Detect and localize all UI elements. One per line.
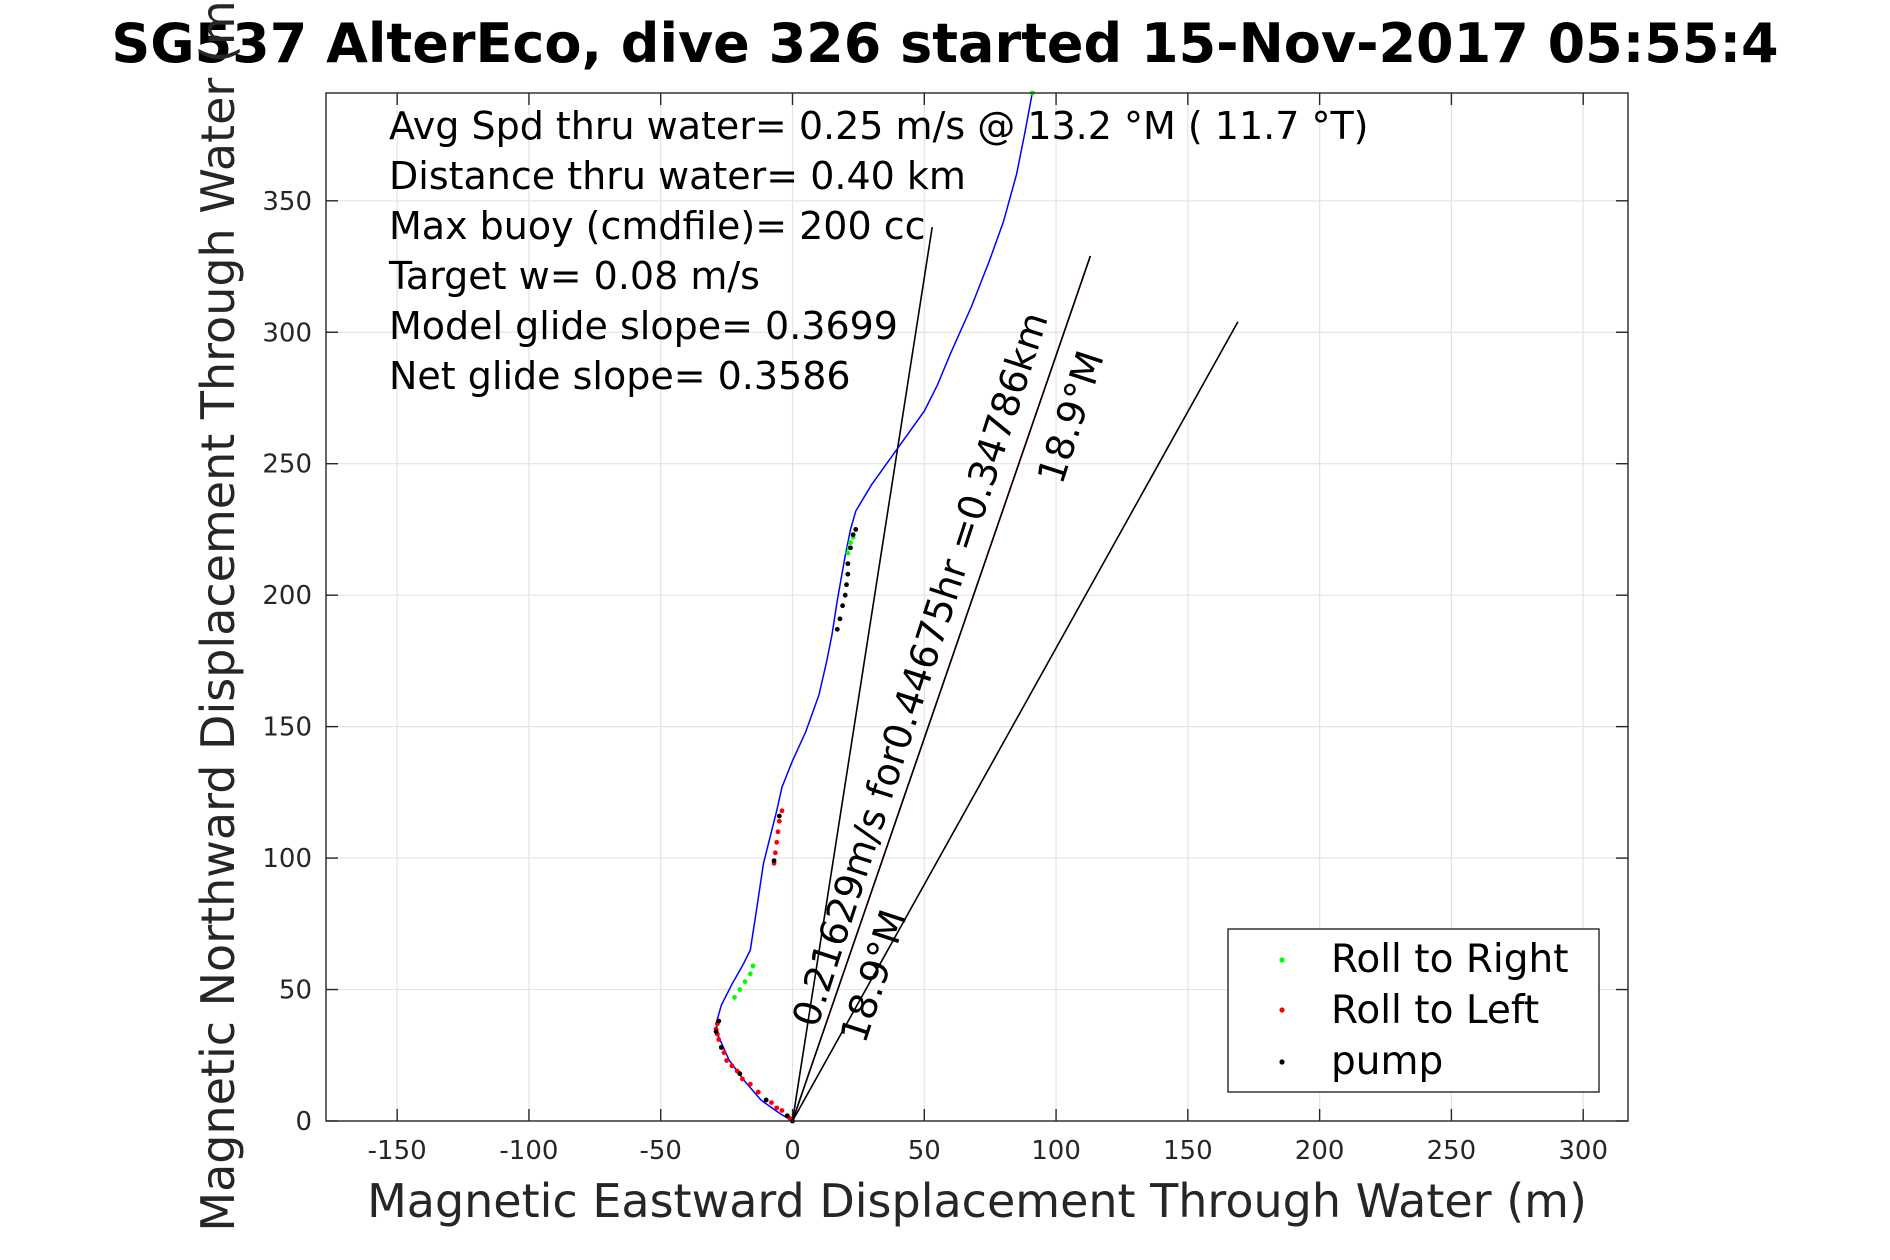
y-tick-label: 350: [262, 187, 312, 217]
x-tick-label: -150: [368, 1136, 427, 1166]
legend: Roll to Right Roll to Left pump: [1227, 928, 1600, 1093]
chart-title: SG537 AlterEco, dive 326 started 15-Nov-…: [111, 12, 1778, 75]
point-roll-to-left: [729, 1063, 735, 1069]
point-pump: [713, 1029, 719, 1035]
annotation-line: Net glide slope= 0.3586: [389, 354, 851, 398]
point-pump: [848, 545, 853, 551]
point-roll-to-right: [848, 540, 853, 545]
point-roll-to-left: [776, 818, 782, 824]
point-roll-to-left: [755, 1089, 761, 1095]
x-axis-label: Magnetic Eastward Displacement Through W…: [367, 1174, 1587, 1228]
y-tick-label: 250: [262, 450, 312, 480]
point-pump: [834, 626, 840, 632]
point-roll-to-left: [772, 850, 778, 856]
point-pump: [784, 1113, 790, 1119]
annotation-line: Model glide slope= 0.3699: [389, 304, 898, 348]
annotation-line: Max buoy (cmdfile)= 200 cc: [389, 204, 926, 248]
point-pump: [845, 571, 851, 577]
point-pump: [842, 592, 848, 598]
point-roll-to-left: [769, 1100, 774, 1105]
point-roll-to-right: [737, 987, 743, 992]
x-tick-label: 50: [908, 1136, 941, 1166]
x-tick-label: 250: [1427, 1136, 1477, 1166]
annotation-line: Target w= 0.08 m/s: [388, 254, 760, 298]
point-roll-to-right: [747, 971, 753, 977]
point-roll-to-left: [779, 1108, 785, 1113]
y-tick-label: 150: [262, 713, 312, 743]
point-pump: [776, 813, 782, 819]
legend-label-pump: pump: [1331, 1039, 1443, 1084]
point-pump: [850, 532, 856, 538]
point-roll-to-right: [750, 963, 756, 969]
data-points: [713, 90, 1035, 1124]
y-tick-label: 50: [279, 976, 312, 1006]
legend-marker-roll-right: [1279, 957, 1285, 963]
point-pump: [853, 527, 859, 532]
legend-marker-roll-left: [1279, 1007, 1285, 1013]
point-roll-to-left: [774, 1105, 780, 1111]
x-tick-label: 200: [1295, 1136, 1345, 1166]
annotation-line: Avg Spd thru water= 0.25 m/s @ 13.2 °M (…: [389, 104, 1369, 148]
point-pump: [845, 561, 851, 567]
point-pump: [837, 616, 843, 622]
x-tick-label: -50: [639, 1136, 681, 1166]
point-roll-to-left: [775, 829, 781, 835]
x-tick-label: -100: [499, 1136, 558, 1166]
y-tick-label: 100: [262, 844, 312, 874]
point-pump: [716, 1018, 722, 1024]
point-roll-to-right: [732, 995, 737, 1000]
point-pump: [771, 858, 777, 864]
point-pump: [718, 1044, 724, 1050]
y-tick-label: 300: [262, 318, 312, 348]
point-roll-to-left: [724, 1058, 730, 1063]
annotation-block: Avg Spd thru water= 0.25 m/s @ 13.2 °M (…: [388, 104, 1369, 398]
point-roll-to-right: [742, 979, 748, 985]
reference-line: [791, 255, 1092, 1122]
legend-marker-pump: [1279, 1059, 1285, 1065]
point-roll-to-left: [779, 808, 785, 814]
legend-box: [1227, 928, 1600, 1093]
x-tick-label: 300: [1558, 1136, 1608, 1166]
point-pump: [763, 1097, 769, 1103]
x-tick-label: 150: [1163, 1136, 1213, 1166]
plot-frame: [325, 92, 1629, 1122]
legend-label-roll-right: Roll to Right: [1331, 937, 1569, 982]
reference-line: [791, 321, 1239, 1122]
x-tick-label: 0: [784, 1136, 801, 1166]
point-roll-to-left: [747, 1081, 753, 1087]
point-pump: [844, 582, 849, 588]
point-roll-to-left: [740, 1076, 745, 1082]
point-roll-to-left: [774, 839, 780, 845]
point-pump: [840, 603, 845, 609]
annotation-line: Distance thru water= 0.40 km: [389, 154, 966, 198]
reference-lines: [791, 226, 1239, 1122]
x-tick-label: 100: [1031, 1136, 1081, 1166]
point-roll-to-left: [721, 1050, 727, 1056]
point-pump: [737, 1071, 743, 1077]
reference-line: [791, 226, 933, 1122]
point-roll-to-right: [845, 550, 851, 556]
y-tick-label: 200: [262, 581, 312, 611]
tick-labels: -150 -100 -50 0 50 100 150 200 250 300 0 50 100 150 20…: [262, 187, 1608, 1166]
y-axis-label: Magnetic Northward Displacement Through …: [191, 0, 245, 1232]
y-tick-label: 0: [295, 1107, 312, 1137]
point-roll-to-left: [716, 1037, 722, 1042]
legend-label-roll-left: Roll to Left: [1331, 988, 1539, 1033]
